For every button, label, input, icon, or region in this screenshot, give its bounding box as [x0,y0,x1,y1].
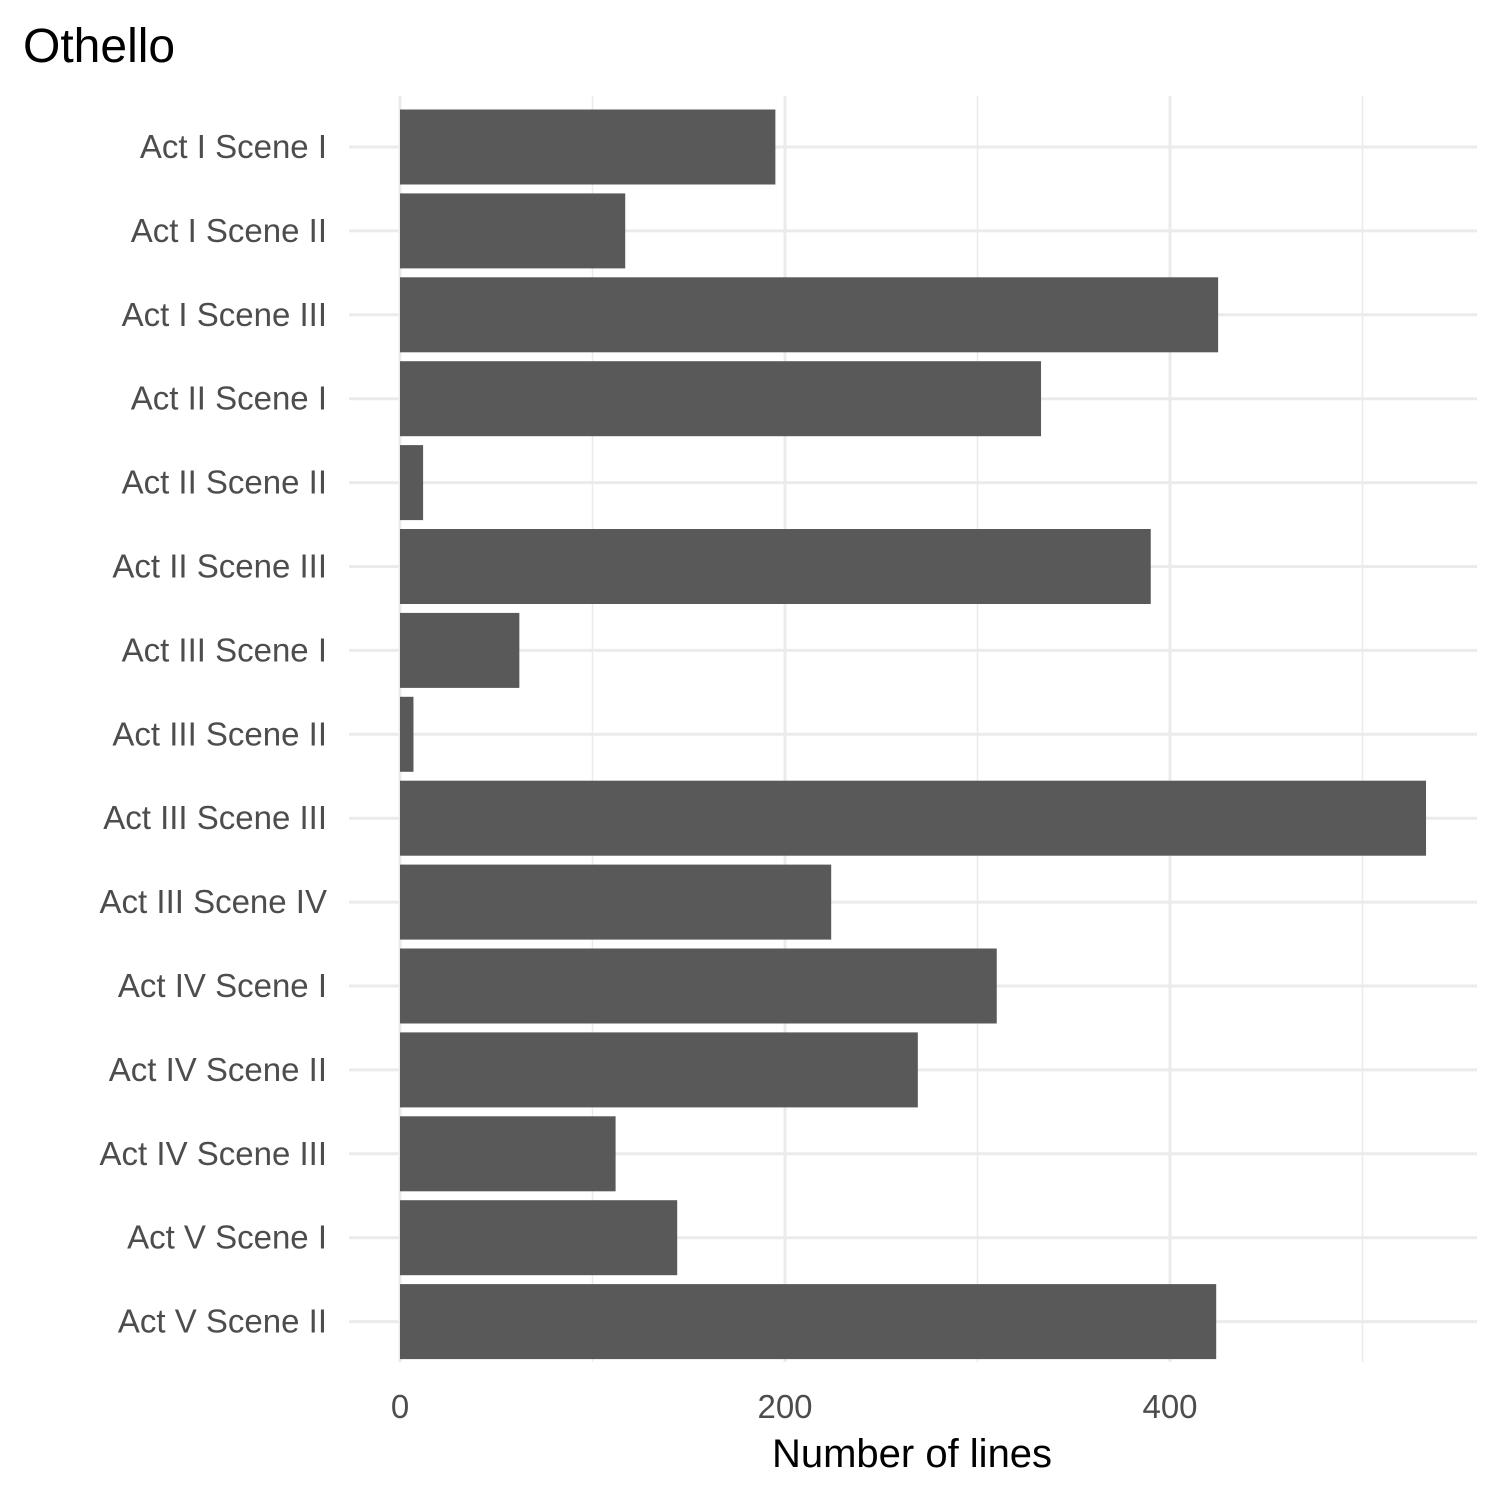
y-axis-tick-labels: Act I Scene I Act I Scene II Act I Scene I… [100,128,327,1340]
y-tick-label: Act III Scene III [103,799,327,836]
bar [400,445,424,521]
bar [400,864,832,940]
y-tick-label: Act IV Scene I [118,967,327,1004]
y-tick-label: Act I Scene II [131,212,327,249]
x-tick-label: 0 [391,1388,409,1425]
bar [400,1032,918,1108]
x-tick-label: 400 [1142,1388,1197,1425]
x-tick-label: 200 [757,1388,812,1425]
bar [400,529,1151,604]
bar [400,780,1427,856]
bar [400,193,626,269]
bar [400,1116,616,1192]
y-tick-label: Act II Scene I [131,380,327,417]
bar [400,109,776,185]
bars [400,109,1427,1360]
bar [400,1284,1217,1360]
bar [400,696,414,772]
x-axis-title: Number of lines [772,1432,1052,1476]
bar [400,948,997,1024]
y-tick-label: Act III Scene I [122,631,327,668]
y-tick-label: Act I Scene III [122,296,327,333]
y-tick-label: Act III Scene II [112,715,327,752]
y-tick-label: Act I Scene I [140,128,327,165]
y-tick-label: Act IV Scene III [100,1135,327,1172]
bar [400,612,520,688]
bar [400,277,1219,353]
bar [400,361,1042,437]
bar [400,1200,678,1276]
chart-title: Othello [23,20,175,73]
y-tick-label: Act V Scene II [118,1303,327,1340]
y-tick-label: Act IV Scene II [109,1051,327,1088]
y-tick-label: Act II Scene III [112,548,327,585]
y-tick-label: Act II Scene II [122,464,327,501]
y-tick-label: Act V Scene I [127,1219,327,1256]
x-axis-tick-labels: 0 200 400 [391,1388,1198,1425]
y-tick-label: Act III Scene IV [100,883,327,920]
